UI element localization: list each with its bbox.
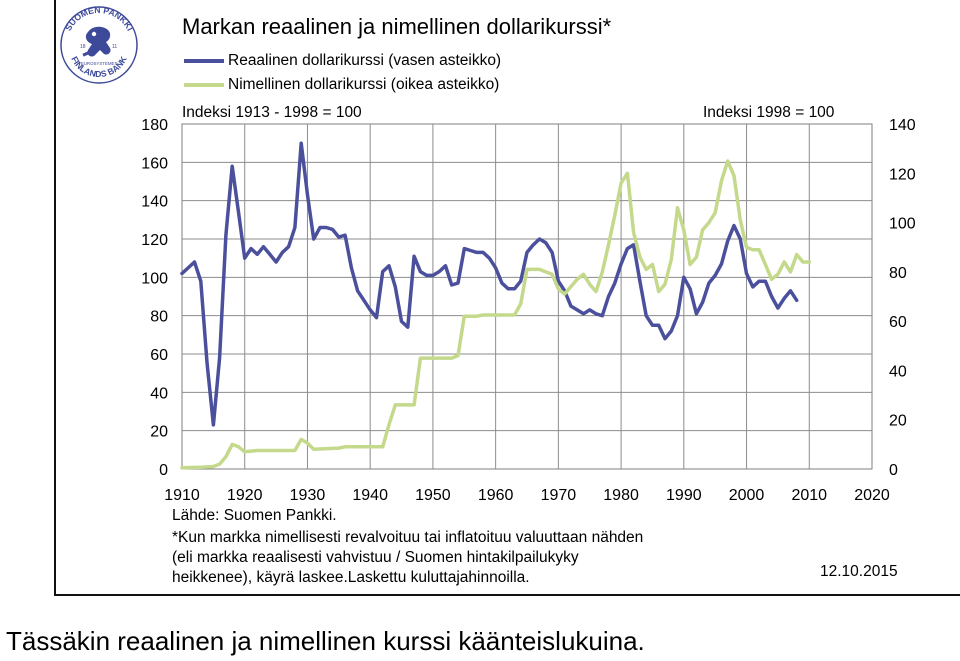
- series-line-real: [180, 141, 799, 427]
- right-axis-label: Indeksi 1998 = 100: [703, 104, 835, 121]
- slide-caption: Tässäkin reaalinen ja nimellinen kurssi …: [6, 626, 645, 656]
- logo-year-right: 11: [112, 44, 117, 50]
- legend-label-nominal: Nimellinen dollarikurssi (oikea asteikko…: [228, 76, 500, 93]
- footnote-line: *Kun markka nimellisesti revalvoituu tai…: [172, 529, 644, 546]
- x-tick-label: 1910: [164, 487, 200, 504]
- y-left-tick-label: 140: [141, 194, 168, 211]
- y-right-tick-label: 60: [889, 314, 907, 331]
- y-right-tick-label: 20: [889, 413, 907, 430]
- legend-label-real: Reaalinen dollarikurssi (vasen asteikko): [228, 52, 502, 69]
- x-tick-label: 1980: [603, 487, 639, 504]
- y-left-tick-label: 100: [141, 270, 168, 287]
- x-tick-label: 1930: [290, 487, 326, 504]
- y-left-tick-label: 0: [159, 462, 168, 479]
- x-tick-label: 2010: [791, 487, 827, 504]
- series-line-nominal: [180, 159, 812, 470]
- plot-area: [181, 123, 873, 470]
- y-right-tick-label: 80: [889, 265, 907, 282]
- legend-swatch-real: [184, 59, 224, 63]
- y-left-tick-label: 40: [150, 385, 168, 402]
- x-tick-label: 1960: [478, 487, 514, 504]
- logo-eurosystem: EUROSYSTEMET: [81, 61, 118, 66]
- date-stamp: 12.10.2015: [820, 563, 898, 580]
- y-left-tick-label: 180: [141, 117, 168, 134]
- y-left-tick-label: 60: [150, 347, 168, 364]
- y-left-tick-label: 80: [150, 309, 168, 326]
- x-tick-label: 2020: [854, 487, 890, 504]
- y-right-tick-label: 40: [889, 363, 907, 380]
- x-tick-label: 1920: [227, 487, 263, 504]
- legend-item-real: Reaalinen dollarikurssi (vasen asteikko): [184, 52, 501, 70]
- x-tick-label: 1990: [666, 487, 702, 504]
- y-right-tick-label: 100: [889, 216, 916, 233]
- legend-swatch-nominal: [184, 83, 224, 87]
- x-tick-label: 1970: [541, 487, 577, 504]
- bank-logo: SUOMEN PANKKI FINLANDS BANK 18 11 EUROSY…: [60, 5, 138, 84]
- y-left-tick-label: 20: [150, 424, 168, 441]
- y-left-tick-label: 160: [141, 155, 168, 172]
- lion-emblem-icon: [82, 26, 111, 57]
- logo-ring: [60, 6, 138, 84]
- footnote-line: (eli markka reaalisesti vahvistuu / Suom…: [172, 549, 579, 566]
- x-tick-label: 2000: [729, 487, 765, 504]
- source-text: Lähde: Suomen Pankki.: [172, 507, 337, 524]
- x-tick-label: 1940: [352, 487, 388, 504]
- y-left-tick-label: 120: [141, 232, 168, 249]
- chart-title: Markan reaalinen ja nimellinen dollariku…: [182, 14, 612, 39]
- x-tick-label: 1950: [415, 487, 451, 504]
- y-right-tick-label: 120: [889, 166, 916, 183]
- y-right-tick-label: 0: [889, 462, 898, 479]
- y-right-tick-label: 140: [889, 117, 916, 134]
- logo-year-left: 18: [80, 44, 86, 50]
- legend-item-nominal: Nimellinen dollarikurssi (oikea asteikko…: [184, 76, 499, 94]
- footnote: *Kun markka nimellisesti revalvoituu tai…: [172, 528, 812, 588]
- footnote-line: heikkenee), käyrä laskee.Laskettu kulutt…: [172, 569, 530, 586]
- left-axis-label: Indeksi 1913 - 1998 = 100: [182, 104, 362, 121]
